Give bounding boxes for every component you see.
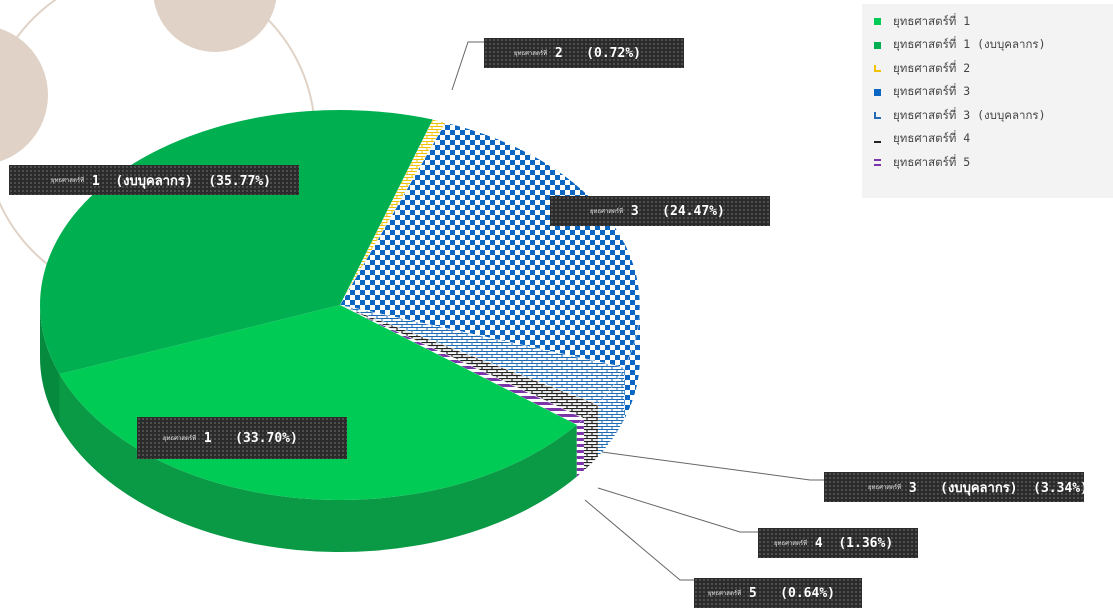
legend-label: ยุทธศาสตร์ที่ 1 (งบบุคลากร): [893, 37, 1046, 52]
data-label-text: 3 (24.47%): [630, 203, 725, 219]
deco-circle-top: [153, 0, 277, 52]
legend-label: ยุทธศาสตร์ที่ 5: [893, 154, 971, 169]
pie-slice-side: [40, 305, 60, 427]
data-label-strategy-1-staff: ยุทธศาสตร์ที่ 1 (งบบุคลากร) (35.77%): [9, 165, 299, 195]
data-label-prefix: ยุทธศาสตร์ที่: [868, 484, 902, 491]
data-label-strategy-3: ยุทธศาสตร์ที่ 3 (24.47%): [550, 196, 770, 226]
legend-label: ยุทธศาสตร์ที่ 3 (งบบุคลากร): [893, 107, 1046, 122]
data-label-text: 1 (33.70%): [203, 430, 298, 446]
legend-label: ยุทธศาสตร์ที่ 2: [893, 60, 971, 75]
leader-lines: [451, 41, 824, 581]
pie-slice-side: [583, 404, 598, 471]
pie-slice[interactable]: [339, 304, 585, 426]
legend-item[interactable]: ยุทธศาสตร์ที่ 2: [874, 57, 1113, 81]
legend-item[interactable]: ยุทธศาสตร์ที่ 1 (งบบุคลากร): [874, 34, 1113, 58]
legend-item[interactable]: ยุทธศาสตร์ที่ 5: [874, 151, 1113, 175]
data-label-text: 3 (งบบุคลากร) (3.34%): [908, 480, 1088, 496]
legend-item[interactable]: ยุทธศาสตร์ที่ 3 (งบบุคลากร): [874, 104, 1113, 128]
data-label-prefix: ยุทธศาสตร์ที่: [774, 540, 808, 547]
legend-swatch: [874, 41, 881, 49]
pie-sides: [40, 305, 640, 552]
legend-swatch: [874, 112, 881, 120]
legend-label: ยุทธศาสตร์ที่ 3: [893, 84, 971, 99]
data-label-prefix: ยุทธศาสตร์ที่: [708, 590, 742, 597]
legend-item[interactable]: ยุทธศาสตร์ที่ 4: [874, 128, 1113, 152]
data-label-strategy-5: ยุทธศาสตร์ที่ 5 (0.64%): [694, 578, 862, 608]
legend-swatch: [874, 136, 881, 143]
data-label-text: 5 (0.64%): [748, 585, 835, 601]
leader-line-4: [597, 487, 758, 533]
data-label-text: 1 (งบบุคลากร) (35.77%): [91, 173, 271, 189]
leader-line-3-staff: [601, 451, 824, 481]
legend-swatch: [874, 18, 881, 26]
legend-label: ยุทธศาสตร์ที่ 1: [893, 13, 971, 28]
deco-circle-left: [0, 28, 48, 162]
pie-slice-side: [624, 305, 640, 420]
leader-line-2: [451, 41, 484, 91]
leader-line-5: [584, 499, 694, 581]
data-label-prefix: ยุทธศาสตร์ที่: [163, 435, 197, 442]
data-label-strategy-4: ยุทธศาสตร์ที่ 4 (1.36%): [758, 528, 918, 558]
legend-item[interactable]: ยุทธศาสตร์ที่ 3: [874, 81, 1113, 105]
pie-slice-side: [597, 367, 625, 457]
data-label-prefix: ยุทธศาสตร์ที่: [590, 208, 624, 215]
data-label-prefix: ยุทธศาสตร์ที่: [51, 177, 85, 184]
legend-swatch: [874, 65, 881, 73]
data-label-text: 2 (0.72%): [554, 45, 641, 61]
data-label-strategy-2: ยุทธศาสตร์ที่ 2 (0.72%): [484, 38, 684, 68]
data-label-prefix: ยุทธศาสตร์ที่: [514, 50, 548, 57]
legend-swatch: [874, 88, 881, 96]
legend: ยุทธศาสตร์ที่ 1 ยุทธศาสตร์ที่ 1 (งบบุคลา…: [862, 4, 1113, 198]
pie-slice-side: [576, 418, 584, 477]
legend-label: ยุทธศาสตร์ที่ 4: [893, 131, 971, 146]
data-label-strategy-3-staff: ยุทธศาสตร์ที่ 3 (งบบุคลากร) (3.34%): [824, 472, 1088, 502]
pie-slice-side: [59, 374, 577, 552]
legend-item[interactable]: ยุทธศาสตร์ที่ 1: [874, 10, 1113, 34]
legend-swatch: [874, 159, 881, 167]
data-label-strategy-1: ยุทธศาสตร์ที่ 1 (33.70%): [137, 417, 347, 459]
data-label-text: 4 (1.36%): [814, 535, 894, 551]
